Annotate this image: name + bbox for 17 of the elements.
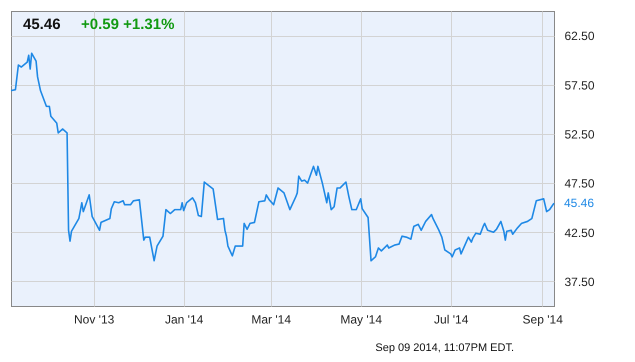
x-tick-label: Mar '14 xyxy=(251,312,292,326)
text: Sep 09 2014, 11:07PM EDT. xyxy=(375,342,514,354)
y-tick-label: 47.50 xyxy=(564,176,595,191)
y-tick-label: 62.50 xyxy=(564,29,595,44)
y-tick-label: 42.50 xyxy=(564,226,595,240)
x-tick-label: Jan '14 xyxy=(164,312,204,326)
x-tick-label: Jul '14 xyxy=(434,312,469,326)
chart-title: 45.46 xyxy=(23,16,61,33)
y-tick-label: 52.50 xyxy=(564,127,595,142)
line-series xyxy=(10,52,555,262)
annotation: 45.46 xyxy=(564,196,594,210)
x-tick-label: Nov '13 xyxy=(74,312,115,326)
x-tick-label: Sep '14 xyxy=(522,312,564,326)
chart-subtitle: +0.59 +1.31% xyxy=(81,16,174,33)
y-tick-label: 57.50 xyxy=(564,78,595,92)
y-tick-label: 37.50 xyxy=(564,274,595,289)
x-tick-label: May '14 xyxy=(340,312,382,326)
